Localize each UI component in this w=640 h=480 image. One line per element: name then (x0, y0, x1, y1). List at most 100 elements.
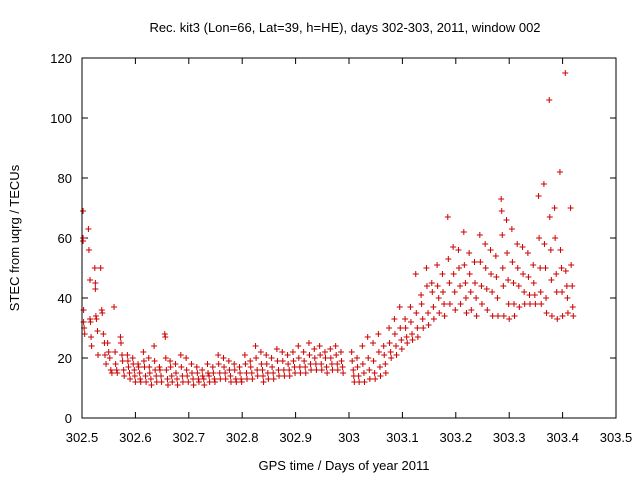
data-point (206, 373, 213, 379)
data-point (516, 304, 523, 310)
data-point (568, 262, 575, 268)
data-point (247, 364, 254, 370)
x-axis-label: GPS time / Days of year 2011 (259, 458, 430, 473)
data-point (164, 382, 171, 388)
data-point (263, 361, 270, 367)
data-point (265, 376, 272, 382)
data-point (204, 361, 211, 367)
data-point (226, 367, 233, 373)
data-point (398, 337, 405, 343)
data-point (145, 355, 152, 361)
data-point (498, 208, 505, 214)
data-point (92, 280, 99, 286)
data-point (519, 244, 526, 250)
data-point (446, 301, 453, 307)
data-point (567, 205, 574, 211)
data-point (547, 247, 554, 253)
data-point (222, 370, 229, 376)
x-tick-label: 303.1 (386, 430, 419, 445)
data-point (231, 361, 238, 367)
data-point (302, 364, 309, 370)
data-point (461, 262, 468, 268)
data-point (217, 376, 224, 382)
data-point (156, 367, 163, 373)
data-point (355, 373, 362, 379)
data-point (356, 379, 363, 385)
plot-frame (81, 57, 617, 419)
x-tick-label: 302.7 (173, 430, 206, 445)
data-point (237, 370, 244, 376)
data-point (193, 364, 200, 370)
x-tick-label: 303.5 (600, 430, 633, 445)
data-point (382, 361, 389, 367)
data-point (391, 316, 398, 322)
data-point (137, 379, 144, 385)
data-point (199, 367, 206, 373)
data-point (114, 370, 121, 376)
data-point (420, 325, 427, 331)
data-point (306, 352, 313, 358)
data-point (468, 307, 475, 313)
data-point (482, 265, 489, 271)
data-point (537, 289, 544, 295)
data-point (370, 358, 377, 364)
data-point (484, 307, 491, 313)
data-point (286, 367, 293, 373)
data-point (172, 361, 179, 367)
data-point (126, 370, 133, 376)
data-point (396, 304, 403, 310)
data-point (88, 334, 95, 340)
data-point (263, 352, 270, 358)
data-point (365, 355, 372, 361)
data-point (307, 361, 314, 367)
data-point (296, 364, 303, 370)
data-point (455, 247, 462, 253)
data-point (477, 259, 484, 265)
data-point (407, 319, 414, 325)
data-point (275, 367, 282, 373)
data-point (206, 379, 213, 385)
data-point (478, 301, 485, 307)
data-point (557, 247, 564, 253)
data-point (527, 301, 534, 307)
data-point (92, 286, 99, 292)
data-point (146, 370, 153, 376)
data-point (117, 340, 124, 346)
data-point (167, 364, 174, 370)
data-point (540, 181, 547, 187)
data-point (302, 370, 309, 376)
data-point (322, 355, 329, 361)
data-point (472, 280, 479, 286)
y-tick-label: 20 (58, 351, 72, 366)
data-point (280, 367, 287, 373)
data-point (215, 352, 222, 358)
data-point (120, 367, 127, 373)
x-tick-label: 303.2 (440, 430, 473, 445)
data-point (108, 370, 115, 376)
data-point (290, 358, 297, 364)
x-tick-label: 302.9 (279, 430, 312, 445)
data-point (334, 361, 341, 367)
data-points (80, 70, 577, 388)
data-point (85, 247, 92, 253)
data-point (249, 376, 256, 382)
data-point (360, 370, 367, 376)
data-point (289, 349, 296, 355)
data-point (87, 277, 94, 283)
data-point (162, 355, 169, 361)
data-point (253, 355, 260, 361)
x-tick-label: 303.3 (493, 430, 526, 445)
data-point (413, 310, 420, 316)
data-point (184, 373, 191, 379)
data-point (339, 364, 346, 370)
data-point (140, 349, 147, 355)
data-point (297, 370, 304, 376)
data-point (158, 379, 165, 385)
data-point (520, 271, 527, 277)
data-point (211, 379, 218, 385)
data-point (327, 346, 334, 352)
data-point (129, 355, 136, 361)
data-point (231, 367, 238, 373)
data-point (370, 340, 377, 346)
data-point (147, 376, 154, 382)
